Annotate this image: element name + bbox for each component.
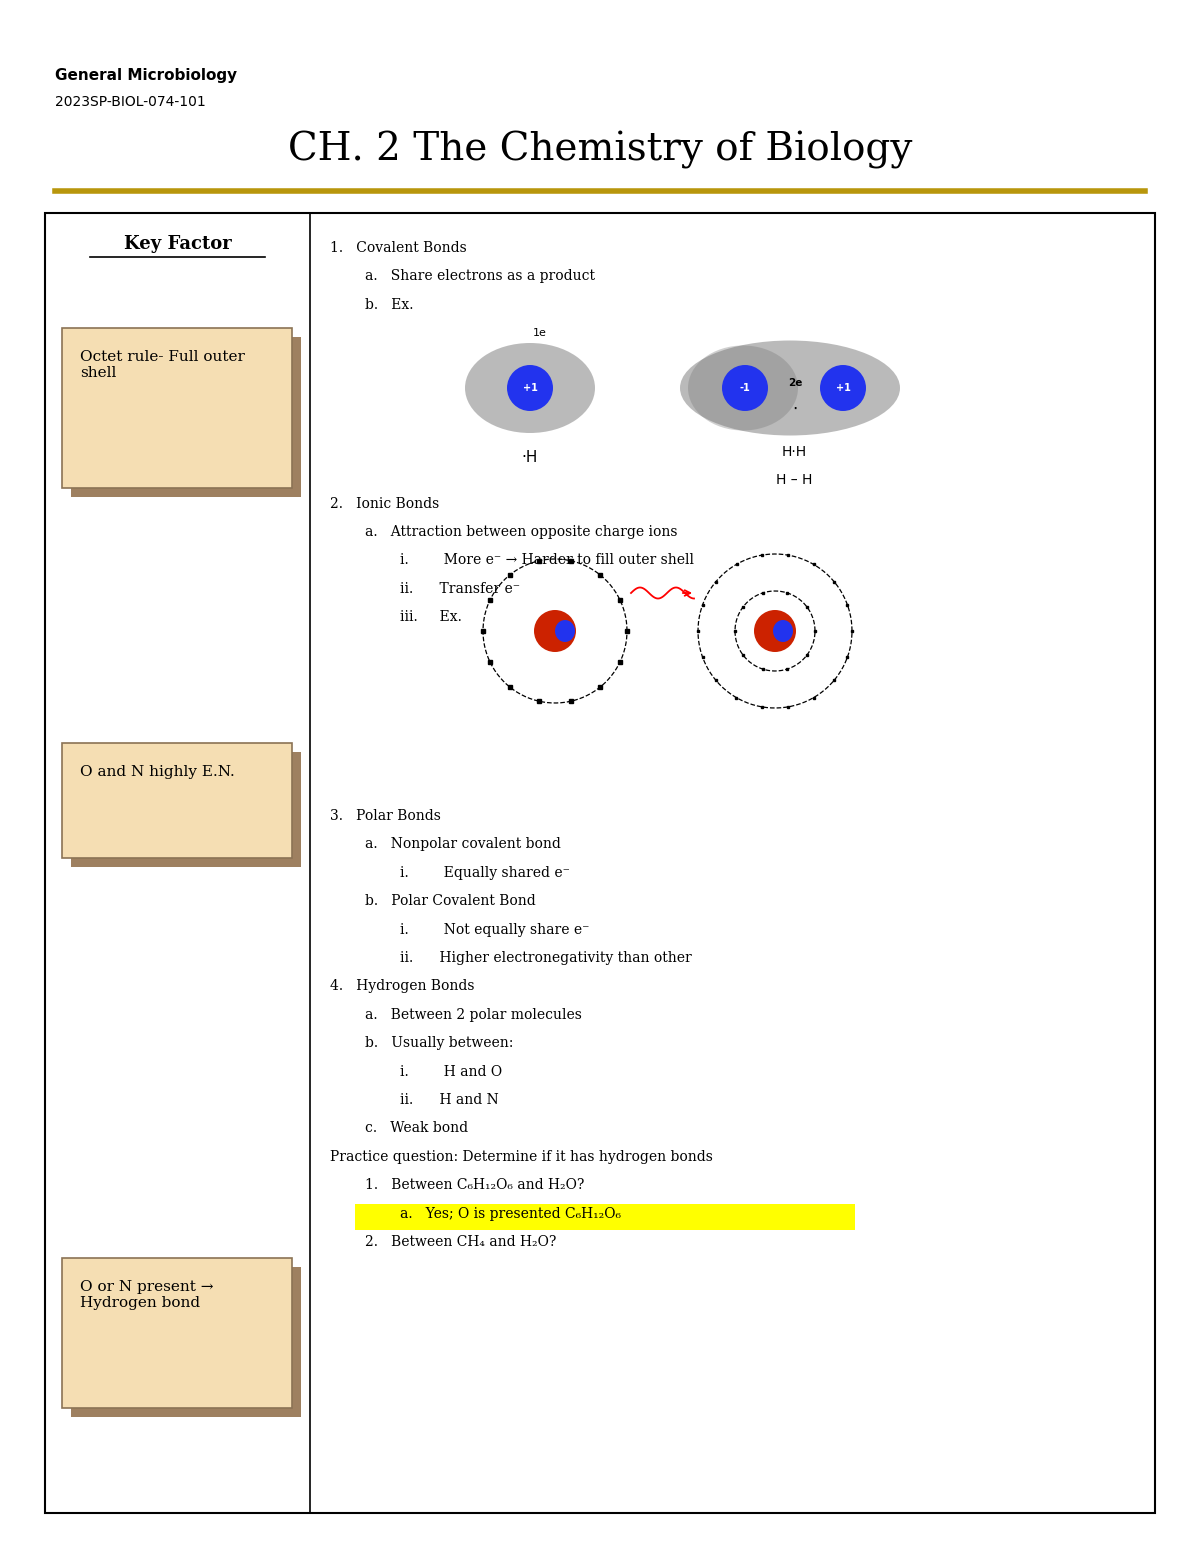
Text: b.   Polar Covalent Bond: b. Polar Covalent Bond: [330, 895, 535, 909]
Text: 2023SP-BIOL-074-101: 2023SP-BIOL-074-101: [55, 95, 205, 109]
Text: a.   Nonpolar covalent bond: a. Nonpolar covalent bond: [330, 837, 560, 851]
Text: b.   Usually between:: b. Usually between:: [330, 1036, 514, 1050]
Text: ii.      Transfer e⁻: ii. Transfer e⁻: [330, 582, 520, 596]
Text: -1: -1: [739, 384, 750, 393]
Text: i.        H and O: i. H and O: [330, 1065, 502, 1079]
Ellipse shape: [688, 345, 798, 430]
Circle shape: [534, 610, 576, 652]
FancyBboxPatch shape: [71, 752, 301, 867]
Text: +1: +1: [835, 384, 851, 393]
FancyBboxPatch shape: [46, 213, 1154, 1513]
Text: ii.      Higher electronegativity than other: ii. Higher electronegativity than other: [330, 950, 691, 964]
Text: +1: +1: [522, 384, 538, 393]
Ellipse shape: [773, 620, 793, 641]
FancyBboxPatch shape: [62, 1258, 292, 1409]
FancyBboxPatch shape: [355, 1204, 856, 1230]
Text: O or N present →
Hydrogen bond: O or N present → Hydrogen bond: [80, 1280, 214, 1311]
Text: i.        Not equally share e⁻: i. Not equally share e⁻: [330, 922, 589, 936]
Text: c.   Weak bond: c. Weak bond: [330, 1121, 468, 1135]
Text: 1e: 1e: [533, 328, 547, 339]
Text: Practice question: Determine if it has hydrogen bonds: Practice question: Determine if it has h…: [330, 1149, 713, 1163]
Text: b.   Ex.: b. Ex.: [330, 298, 414, 312]
Ellipse shape: [680, 340, 900, 435]
Text: Key Factor: Key Factor: [124, 235, 232, 253]
Text: 3.   Polar Bonds: 3. Polar Bonds: [330, 809, 440, 823]
FancyBboxPatch shape: [71, 337, 301, 497]
FancyBboxPatch shape: [71, 1267, 301, 1416]
Text: 1.   Covalent Bonds: 1. Covalent Bonds: [330, 241, 467, 255]
Text: H – H: H – H: [776, 474, 812, 488]
Circle shape: [754, 610, 796, 652]
Text: i.        Equally shared e⁻: i. Equally shared e⁻: [330, 867, 570, 881]
Text: 1.   Between C₆H₁₂O₆ and H₂O?: 1. Between C₆H₁₂O₆ and H₂O?: [330, 1179, 584, 1193]
Text: 2.   Between CH₄ and H₂O?: 2. Between CH₄ and H₂O?: [330, 1235, 557, 1249]
Text: ·H: ·H: [522, 450, 538, 464]
Text: CH. 2 The Chemistry of Biology: CH. 2 The Chemistry of Biology: [288, 130, 912, 169]
Text: a.   Attraction between opposite charge ions: a. Attraction between opposite charge io…: [330, 525, 678, 539]
Text: Octet rule- Full outer
shell: Octet rule- Full outer shell: [80, 349, 245, 380]
Text: a.   Between 2 polar molecules: a. Between 2 polar molecules: [330, 1008, 582, 1022]
FancyBboxPatch shape: [62, 328, 292, 488]
Text: 4.   Hydrogen Bonds: 4. Hydrogen Bonds: [330, 980, 474, 994]
Text: H⋅H: H⋅H: [781, 446, 806, 460]
FancyBboxPatch shape: [62, 742, 292, 857]
Circle shape: [722, 365, 768, 412]
Ellipse shape: [554, 620, 575, 641]
Text: 2e: 2e: [788, 377, 802, 388]
Text: a.   Share electrons as a product: a. Share electrons as a product: [330, 269, 595, 283]
Circle shape: [820, 365, 866, 412]
Text: General Microbiology: General Microbiology: [55, 68, 238, 82]
Text: O and N highly E.N.: O and N highly E.N.: [80, 766, 235, 780]
Text: ii.      H and N: ii. H and N: [330, 1093, 499, 1107]
Ellipse shape: [466, 343, 595, 433]
Circle shape: [508, 365, 553, 412]
Text: a.   Yes; O is presented C₆H₁₂O₆: a. Yes; O is presented C₆H₁₂O₆: [330, 1207, 622, 1221]
Text: ⋅: ⋅: [792, 401, 798, 418]
Text: 2.   Ionic Bonds: 2. Ionic Bonds: [330, 497, 439, 511]
Text: iii.     Ex.: iii. Ex.: [330, 610, 462, 624]
Text: i.        More e⁻ → Harder to fill outer shell: i. More e⁻ → Harder to fill outer shell: [330, 553, 694, 567]
